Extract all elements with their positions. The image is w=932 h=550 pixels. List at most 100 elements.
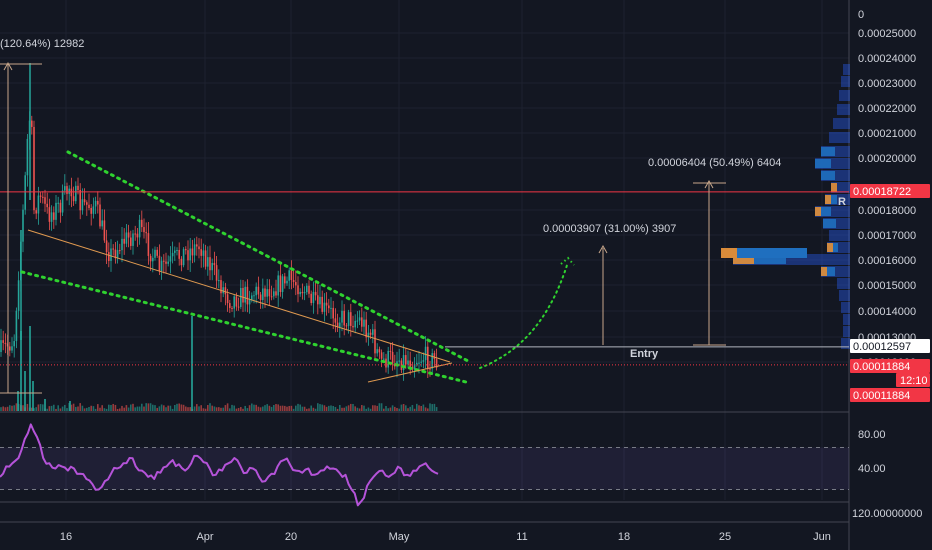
volume-bar — [365, 408, 367, 411]
price-tick-label: 0.00014000 — [858, 306, 916, 318]
volume-bar — [435, 407, 438, 411]
volume-bar — [196, 404, 198, 411]
candle-body — [101, 220, 103, 227]
volume-bar — [132, 403, 134, 411]
volume-bar — [301, 406, 304, 411]
volume-bar — [103, 408, 106, 411]
candle-body — [297, 285, 299, 295]
candle-body — [57, 202, 59, 204]
candle-body — [169, 256, 172, 262]
volume-bar — [2, 406, 4, 411]
profile-bar — [839, 290, 851, 301]
price-tag-bg — [850, 339, 930, 353]
price-tag-label: 0.00011884 — [853, 361, 910, 373]
volume-bar — [354, 406, 356, 411]
volume-bar — [72, 403, 75, 411]
volume-bar — [330, 405, 332, 411]
profile-bar-inner — [821, 171, 835, 180]
candle-body — [163, 260, 165, 262]
candle-body — [365, 319, 367, 338]
profile-bar — [831, 182, 851, 193]
candle-body — [356, 320, 359, 322]
candle-body — [416, 362, 418, 365]
volume-bar — [420, 405, 422, 411]
time-tick-label: 25 — [719, 531, 731, 543]
candle-body — [189, 248, 191, 261]
candle-body — [273, 291, 275, 297]
candle-body — [110, 248, 112, 261]
volume-bar — [231, 404, 233, 411]
price-tag-label: 0.00012597 — [853, 341, 911, 353]
volume-bar — [259, 407, 262, 411]
volume-bar — [32, 381, 34, 411]
candle-body — [171, 252, 174, 257]
profile-bar-inner — [821, 147, 835, 156]
profile-bar — [837, 278, 851, 289]
volume-bar — [81, 405, 84, 411]
candle-body — [431, 353, 433, 369]
candle-body — [321, 296, 323, 312]
candle-body — [229, 303, 231, 308]
candle-body — [235, 296, 238, 307]
candle-body — [207, 257, 209, 267]
candle-body — [255, 286, 257, 296]
volume-bar — [367, 407, 370, 411]
volume-bar — [264, 405, 266, 411]
volume-bar — [334, 406, 337, 411]
candle-body — [15, 310, 18, 342]
price-tick-label: 0.00015000 — [858, 280, 916, 292]
candle-body — [121, 238, 123, 251]
volume-bar — [345, 406, 348, 411]
volume-bar — [251, 403, 253, 411]
volume-bar — [411, 405, 414, 411]
volume-bar — [53, 404, 55, 411]
profile-bar-orange — [821, 267, 827, 276]
candle-body — [341, 310, 343, 323]
volume-bar — [31, 407, 33, 411]
profile-bar — [821, 170, 851, 181]
price-tag-bg — [850, 359, 930, 373]
volume-bar — [336, 408, 339, 411]
volume-bar — [69, 401, 71, 411]
volume-bar — [246, 408, 249, 411]
volume-bar — [66, 408, 68, 411]
candle-body — [336, 322, 339, 328]
volume-bar — [202, 408, 205, 411]
candle-body — [222, 287, 224, 294]
volume-bar — [387, 408, 389, 411]
price-tick-label: 0.00024000 — [858, 53, 916, 65]
candle-body — [266, 289, 268, 297]
price-tag-bg — [850, 184, 930, 198]
candle-body — [268, 289, 271, 297]
candle-body — [46, 203, 48, 208]
candle-body — [204, 250, 207, 267]
price-tick-label: 0.00021000 — [858, 128, 916, 140]
volume-bar — [17, 391, 19, 411]
volume-bar — [319, 404, 321, 411]
candle-body — [299, 291, 301, 295]
volume-bar — [125, 405, 128, 411]
price-tick-label: 0.00023000 — [858, 78, 916, 90]
volume-bar — [37, 404, 40, 411]
candle-body — [103, 220, 106, 241]
candle-body — [427, 346, 429, 369]
candle-body — [213, 262, 216, 266]
volume-bar — [317, 403, 319, 411]
candle-body — [141, 219, 143, 228]
candle-body — [277, 275, 279, 296]
time-tick-label: 16 — [60, 531, 72, 543]
candle-body — [290, 270, 293, 280]
candle-body — [433, 353, 436, 360]
profile-bar — [827, 242, 851, 253]
volume-bar — [325, 406, 328, 411]
candle-body — [59, 202, 62, 213]
candle-body — [257, 286, 260, 295]
candle-body — [358, 317, 361, 321]
candle-body — [310, 293, 312, 304]
candle-body — [385, 358, 387, 368]
candle-body — [429, 368, 431, 370]
volume-bar — [204, 408, 207, 411]
candle-body — [33, 126, 35, 211]
